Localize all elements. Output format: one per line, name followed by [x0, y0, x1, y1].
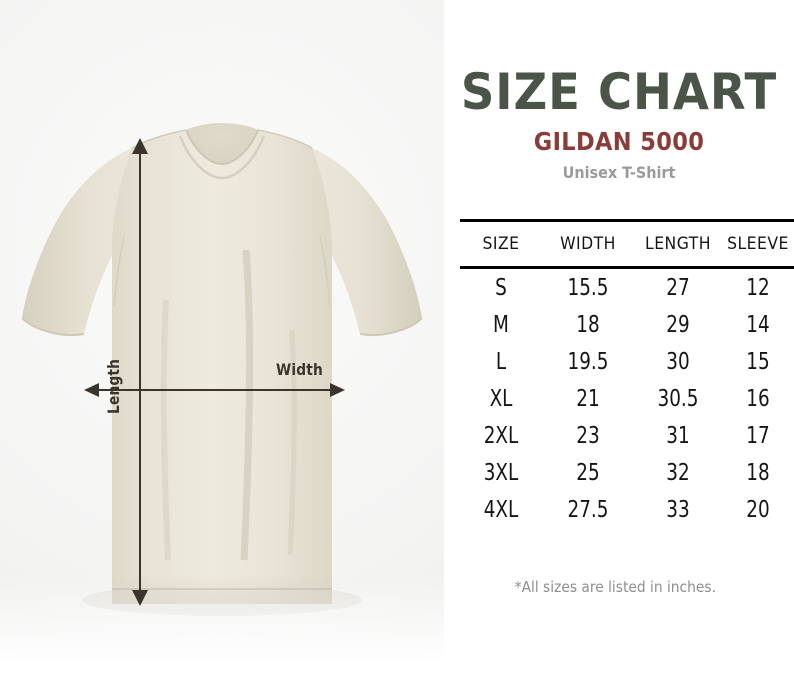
cell-sleeve: 16 — [746, 385, 770, 412]
width-label: Width — [276, 360, 323, 379]
table-row: XL 21 30.5 16 — [460, 380, 794, 417]
cell-width: 18 — [576, 311, 600, 338]
cell-size: L — [495, 348, 507, 375]
cell-sleeve: 20 — [746, 496, 770, 523]
cell-length: 32 — [666, 459, 690, 486]
cell-length: 30.5 — [657, 385, 699, 412]
cell-length: 30 — [666, 348, 690, 375]
table-row: M 18 29 14 — [460, 306, 794, 343]
length-measure-line — [139, 152, 141, 592]
size-table: SIZE WIDTH LENGTH SLEEVE S 15.5 27 12 M … — [460, 219, 794, 528]
cell-width: 15.5 — [567, 274, 609, 301]
table-header-row: SIZE WIDTH LENGTH SLEEVE — [460, 222, 794, 266]
cell-length: 29 — [666, 311, 690, 338]
cell-width: 21 — [576, 385, 600, 412]
cell-size: XL — [489, 385, 513, 412]
column-header-length: LENGTH — [645, 234, 711, 254]
width-arrow-left-icon — [84, 383, 99, 397]
table-top-rule — [460, 219, 794, 222]
size-info-panel: SIZE CHART GILDAN 5000 Unisex T-Shirt SI… — [444, 0, 794, 698]
cell-size: 4XL — [483, 496, 519, 523]
length-arrow-down-icon — [132, 590, 148, 606]
units-footnote: *All sizes are listed in inches. — [514, 578, 716, 596]
cell-length: 31 — [666, 422, 690, 449]
cell-length: 27 — [666, 274, 690, 301]
table-row: 2XL 23 31 17 — [460, 417, 794, 454]
cell-width: 27.5 — [567, 496, 609, 523]
cell-sleeve: 17 — [746, 422, 770, 449]
length-arrow-up-icon — [132, 138, 148, 154]
cell-sleeve: 18 — [746, 459, 770, 486]
cell-size: 3XL — [483, 459, 519, 486]
cell-size: S — [495, 274, 507, 301]
cell-sleeve: 14 — [746, 311, 770, 338]
photo-fade — [0, 578, 444, 698]
table-row: S 15.5 27 12 — [460, 269, 794, 306]
product-subtitle: Unisex T-Shirt — [562, 163, 676, 182]
table-header-rule — [460, 266, 794, 269]
cell-width: 25 — [576, 459, 600, 486]
title-block: SIZE CHART GILDAN 5000 Unisex T-Shirt — [444, 66, 794, 182]
table-row: 4XL 27.5 33 20 — [460, 491, 794, 528]
width-arrow-right-icon — [330, 383, 345, 397]
width-measure-line — [96, 389, 332, 391]
cell-size: 2XL — [483, 422, 519, 449]
table-row: L 19.5 30 15 — [460, 343, 794, 380]
length-label: Length — [104, 358, 123, 414]
column-header-width: WIDTH — [560, 234, 616, 254]
cell-width: 23 — [576, 422, 600, 449]
product-photo-panel: Length Width — [0, 0, 444, 698]
cell-width: 19.5 — [567, 348, 609, 375]
table-row: 3XL 25 32 18 — [460, 454, 794, 491]
cell-length: 33 — [666, 496, 690, 523]
cell-sleeve: 12 — [746, 274, 770, 301]
cell-sleeve: 15 — [746, 348, 770, 375]
cell-size: M — [493, 311, 509, 338]
column-header-size: SIZE — [482, 234, 520, 254]
brand-title: GILDAN 5000 — [533, 127, 705, 156]
page-title: SIZE CHART — [460, 63, 778, 121]
column-header-sleeve: SLEEVE — [727, 234, 789, 254]
